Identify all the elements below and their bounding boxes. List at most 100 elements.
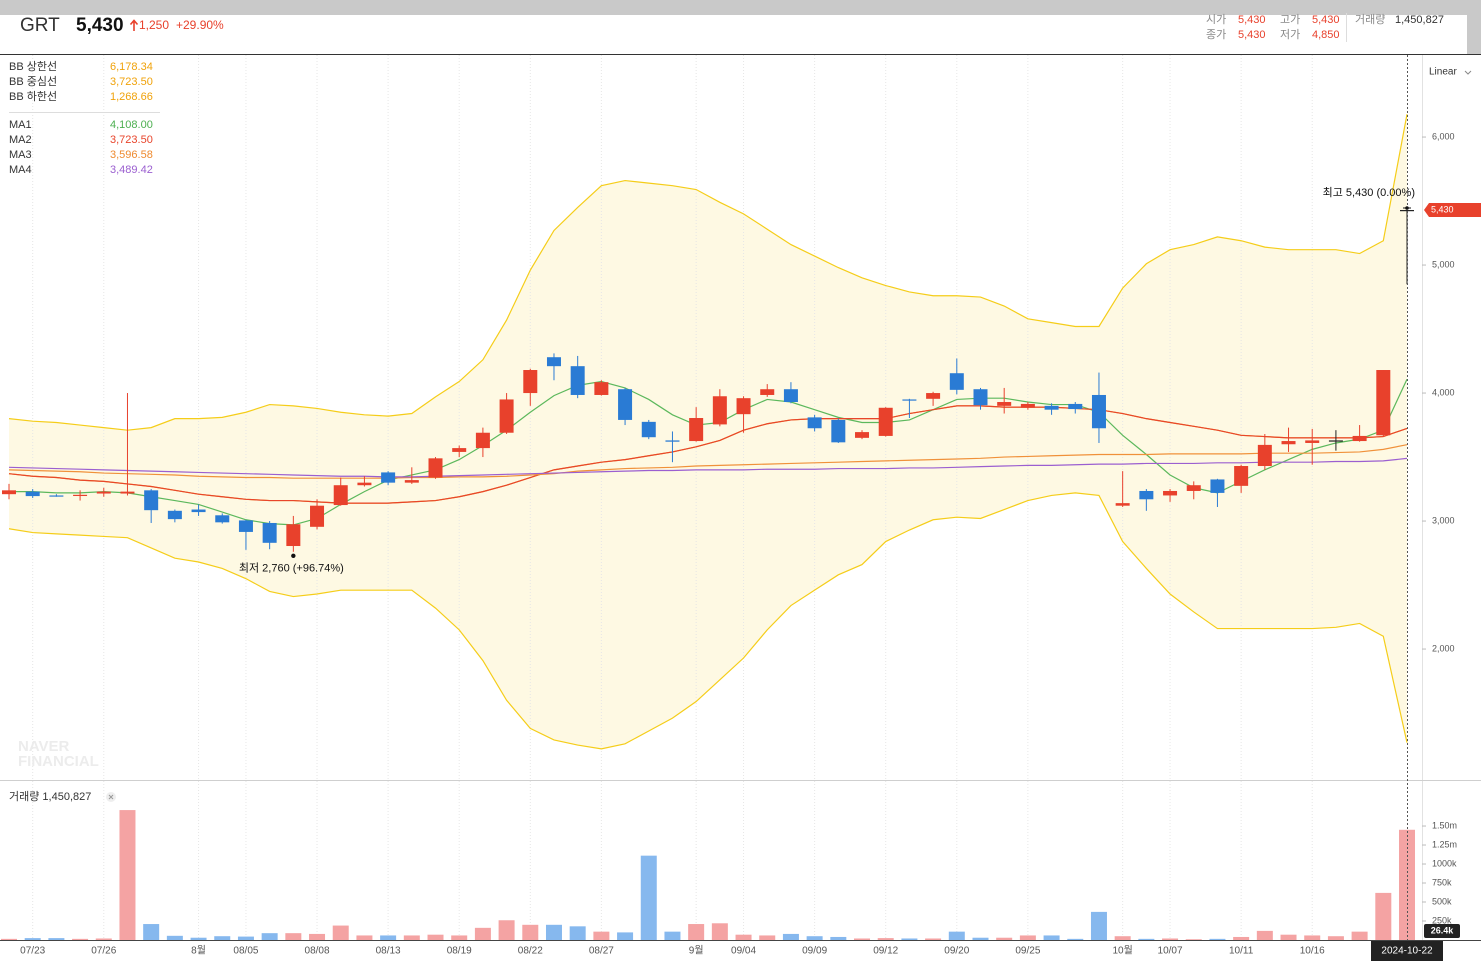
volume-bar [309, 933, 326, 940]
indicator-line [8, 492, 1408, 750]
volume-bar [759, 935, 776, 940]
candle-body [831, 419, 846, 443]
volume-bar [711, 923, 728, 940]
legend-value: 6,178.34 [110, 61, 153, 73]
candle-body [1044, 405, 1059, 410]
volume-bar [1162, 938, 1179, 940]
legend-name: MA2 [9, 134, 32, 146]
candle-body [167, 510, 182, 520]
volume-bar [593, 931, 610, 940]
stat-value: 5,430 [1238, 14, 1266, 26]
candle-body [665, 440, 680, 442]
volume-bar [972, 937, 989, 940]
candle-body [855, 432, 870, 438]
volume-bar [48, 938, 65, 940]
volume-bar [782, 933, 799, 940]
close-icon[interactable] [108, 794, 114, 800]
stat-label: 저가 [1280, 28, 1300, 41]
y-tick-label: 5,000 [1432, 259, 1455, 269]
volume-bar [1, 938, 17, 940]
candle-body [73, 494, 88, 497]
grid-layer [32, 55, 1313, 940]
candle-body [902, 399, 917, 401]
volume-bar [95, 938, 112, 940]
x-tick-label: 09/20 [944, 946, 969, 957]
date-tag [1371, 941, 1443, 961]
volume-bar [1233, 936, 1250, 940]
volume-bar [877, 938, 894, 940]
legend-value: 3,723.50 [110, 76, 153, 88]
candle-body [712, 396, 727, 425]
candle-body [736, 398, 751, 415]
volume-tick-label: 1.50m [1432, 820, 1457, 830]
stat-value: 4,850 [1312, 29, 1340, 41]
bollinger-band [9, 114, 1407, 749]
legend-value: 1,268.66 [110, 91, 153, 103]
volume-tick-label: 750k [1432, 877, 1452, 887]
volume-tick-label: 500k [1432, 896, 1452, 906]
annotation-high: 최고 5,430 (0.00%) [1323, 186, 1415, 199]
scale-mode[interactable]: Linear [1429, 67, 1457, 78]
volume-bar [1019, 935, 1036, 940]
price: 5,430 [76, 15, 124, 36]
volume-bar [925, 938, 942, 940]
volume-bar [285, 933, 302, 940]
volume-bar [72, 938, 89, 940]
candle-body [949, 373, 964, 390]
legend-name: MA4 [9, 164, 32, 176]
candle-body [641, 421, 656, 438]
annotation-low: 최저 2,760 (+96.74%) [239, 562, 344, 575]
volume-bar [1256, 930, 1273, 940]
candle-body [333, 485, 348, 506]
x-tick-label: 08/08 [305, 946, 330, 957]
x-tick-label: 09/09 [802, 946, 827, 957]
candle-body [760, 389, 775, 395]
x-tick-label: 9월 [689, 945, 704, 957]
candle-body [310, 505, 325, 527]
candle-body [96, 491, 111, 494]
volume-bar [403, 935, 420, 940]
legend-value: 3,596.58 [110, 149, 153, 161]
candle-body [1210, 479, 1225, 493]
symbol: GRT [20, 15, 60, 36]
candle-body [1139, 490, 1154, 500]
candle-body [381, 472, 396, 483]
volume-bar [1209, 938, 1226, 940]
volume-bar [688, 924, 705, 940]
candle-body [594, 382, 609, 395]
candle-body [523, 370, 538, 394]
candle-body [475, 432, 490, 449]
stat-value: 5,430 [1238, 29, 1266, 41]
candle-body [499, 399, 514, 433]
candle-body [1305, 440, 1320, 443]
volume-pane-label: 거래량 1,450,827 [9, 790, 91, 803]
candle-body [2, 490, 16, 495]
legend-name: BB 하한선 [9, 89, 57, 103]
x-tick-label: 09/04 [731, 946, 756, 957]
x-tick-label: 08/27 [589, 946, 614, 957]
volume-bar [1067, 938, 1084, 940]
axis-layer: BB 상한선 6,178.34 BB 중심선 3,723.50 BB 하한선 1,268.… [9, 60, 1457, 961]
candle-body [1400, 210, 1414, 212]
candle-body [618, 389, 633, 420]
band-layer [9, 114, 1407, 749]
stat-value: 1,450,827 [1395, 14, 1444, 26]
volume-bar [996, 937, 1013, 940]
x-tick-label: 07/23 [20, 946, 45, 957]
candle-body [878, 407, 893, 436]
x-tick-label: 07/26 [91, 946, 116, 957]
volume-bar [948, 931, 965, 940]
scale-chevron[interactable] [1464, 70, 1472, 75]
volume-bar [24, 938, 41, 940]
volume-bar [522, 924, 539, 940]
volume-bar [356, 935, 373, 940]
legend-value: 3,489.42 [110, 164, 153, 176]
legend-name: BB 상한선 [9, 60, 57, 73]
candle-body [1163, 490, 1178, 496]
price-tag [1424, 203, 1481, 218]
price-tag-label: 5,430 [1431, 204, 1454, 214]
volume-bar [1138, 938, 1155, 940]
volume-bar [1043, 935, 1060, 940]
volume-bar [451, 935, 468, 940]
legend-value: 3,723.50 [110, 134, 153, 146]
